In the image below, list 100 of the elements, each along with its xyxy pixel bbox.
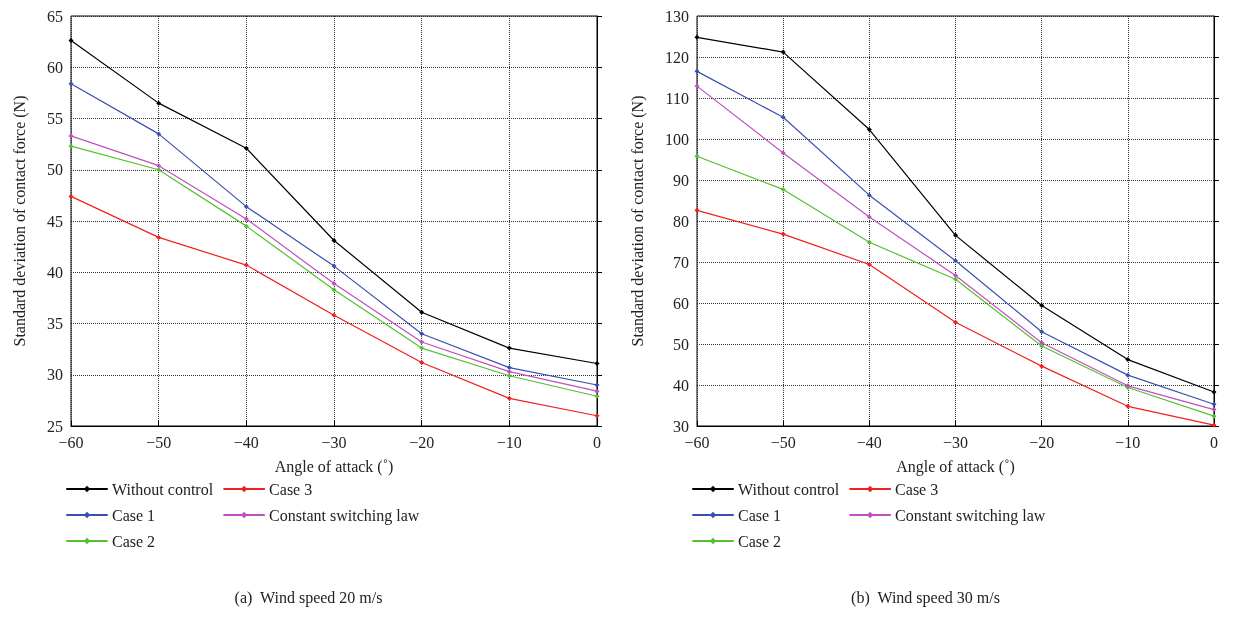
point bbox=[331, 237, 337, 243]
y-tick-label: 130 bbox=[665, 7, 689, 25]
point bbox=[780, 114, 786, 120]
point bbox=[243, 223, 249, 229]
point bbox=[1211, 401, 1217, 407]
legend-label: Without control bbox=[738, 480, 840, 498]
legend-label: Without control bbox=[112, 480, 214, 498]
x-tick-label: −40 bbox=[233, 433, 259, 451]
point bbox=[866, 239, 872, 245]
point bbox=[243, 145, 249, 151]
y-axis-title: Standard deviation of contact force (N) bbox=[10, 95, 29, 347]
point bbox=[780, 231, 786, 237]
point bbox=[594, 382, 600, 388]
point bbox=[1039, 363, 1045, 369]
legend-label: Case 1 bbox=[112, 506, 156, 524]
x-tick-label: −30 bbox=[942, 433, 969, 451]
point bbox=[68, 133, 74, 139]
point bbox=[1039, 329, 1045, 335]
point bbox=[1211, 389, 1217, 395]
point bbox=[68, 143, 74, 149]
point bbox=[243, 216, 249, 222]
point bbox=[156, 167, 162, 173]
legend-label: Case 2 bbox=[738, 532, 782, 550]
x-tick-label: −10 bbox=[496, 433, 522, 451]
y-tick-label: 70 bbox=[673, 253, 689, 271]
point bbox=[419, 309, 425, 315]
x-tick-label: −20 bbox=[409, 433, 435, 451]
y-tick-label: 90 bbox=[673, 171, 689, 189]
point bbox=[506, 345, 512, 351]
point bbox=[866, 214, 872, 220]
point bbox=[866, 192, 872, 198]
point bbox=[156, 100, 162, 106]
point bbox=[1125, 372, 1131, 378]
y-tick-label: 50 bbox=[673, 335, 689, 353]
x-tick-label: −30 bbox=[321, 433, 347, 451]
y-tick-label: 25 bbox=[47, 417, 63, 435]
point bbox=[506, 369, 512, 375]
point bbox=[694, 34, 700, 40]
point bbox=[419, 345, 425, 351]
point bbox=[594, 393, 600, 399]
point bbox=[419, 359, 425, 365]
point bbox=[694, 83, 700, 89]
point bbox=[506, 395, 512, 401]
legend-label: Case 1 bbox=[738, 506, 782, 524]
x-tick-label: 0 bbox=[593, 433, 601, 451]
y-axis-title: Standard deviation of contact force (N) bbox=[628, 95, 647, 347]
y-tick-label: 55 bbox=[47, 110, 63, 127]
point bbox=[694, 207, 700, 213]
y-tick-label: 45 bbox=[47, 212, 63, 230]
y-tick-label: 40 bbox=[673, 376, 689, 394]
point bbox=[953, 319, 958, 325]
x-tick-label: −60 bbox=[58, 433, 84, 451]
x-tick-label: −40 bbox=[856, 433, 882, 451]
point bbox=[68, 81, 74, 87]
point bbox=[331, 287, 337, 293]
point bbox=[331, 281, 337, 287]
point bbox=[594, 388, 600, 394]
point bbox=[953, 258, 958, 264]
x-axis-title: Angle of attack (˚) bbox=[274, 457, 394, 476]
point bbox=[1211, 413, 1217, 419]
point bbox=[780, 150, 786, 156]
point bbox=[156, 163, 162, 169]
x-tick-label: −60 bbox=[684, 433, 710, 451]
y-tick-label: 120 bbox=[665, 48, 689, 66]
point bbox=[1125, 357, 1131, 363]
y-tick-label: 30 bbox=[47, 366, 63, 384]
point bbox=[780, 186, 786, 192]
y-tick-label: 110 bbox=[665, 89, 689, 107]
point bbox=[506, 365, 512, 371]
point bbox=[156, 234, 162, 240]
x-tick-label: −20 bbox=[1029, 433, 1055, 451]
point bbox=[243, 204, 249, 210]
point bbox=[68, 38, 74, 44]
point bbox=[866, 127, 872, 133]
point bbox=[243, 262, 249, 268]
point bbox=[156, 131, 162, 137]
text: (b) Wind speed 30 m/s bbox=[851, 588, 1000, 607]
y-tick-label: 60 bbox=[47, 58, 63, 76]
legend-label: Case 2 bbox=[112, 532, 156, 550]
point bbox=[953, 232, 958, 238]
point bbox=[866, 261, 872, 267]
y-tick-label: 60 bbox=[673, 294, 689, 312]
y-tick-label: 50 bbox=[47, 161, 63, 179]
legend-label: Case 3 bbox=[269, 480, 313, 498]
point bbox=[780, 49, 786, 55]
x-axis-title: Angle of attack (˚) bbox=[896, 457, 1015, 476]
point bbox=[419, 331, 425, 337]
legend-label: Case 3 bbox=[895, 480, 939, 498]
legend-label: Constant switching law bbox=[269, 506, 420, 525]
text: (a) Wind speed 20 m/s bbox=[234, 588, 383, 607]
x-tick-label: −10 bbox=[1115, 433, 1141, 451]
y-tick-label: 35 bbox=[47, 315, 63, 332]
point bbox=[1211, 407, 1217, 413]
y-tick-label: 100 bbox=[665, 130, 689, 148]
y-tick-label: 65 bbox=[47, 7, 63, 25]
legend-label: Constant switching law bbox=[895, 506, 1046, 525]
point bbox=[594, 413, 600, 419]
point bbox=[506, 373, 512, 379]
point bbox=[1039, 302, 1045, 308]
point bbox=[419, 339, 425, 345]
